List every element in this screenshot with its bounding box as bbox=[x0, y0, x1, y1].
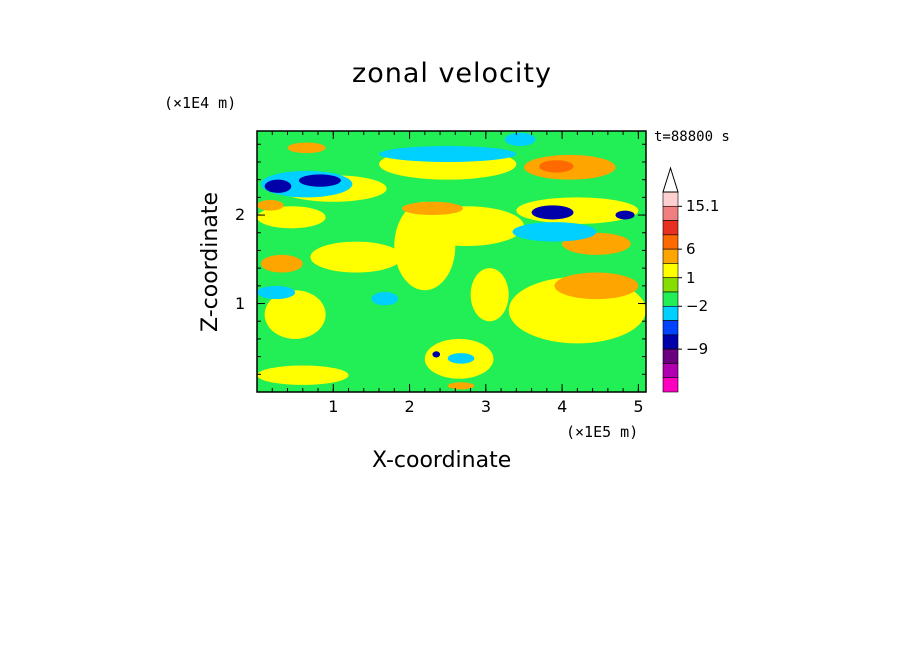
x-tick-label: 1 bbox=[328, 397, 339, 416]
colorbar-swatch bbox=[662, 320, 679, 336]
contour-region bbox=[504, 132, 536, 147]
contour-region bbox=[257, 200, 284, 211]
x-tick-label: 5 bbox=[633, 397, 644, 416]
contour-region bbox=[447, 382, 475, 390]
contour-region bbox=[371, 292, 399, 306]
contour-region bbox=[512, 222, 597, 242]
contour-region bbox=[264, 290, 326, 339]
contour-region bbox=[447, 353, 475, 364]
z-axis-unit: (×1E4 m) bbox=[164, 94, 237, 112]
colorbar-label: 1 bbox=[686, 268, 696, 287]
contour-region bbox=[260, 254, 303, 273]
contour-region bbox=[287, 142, 326, 154]
x-axis-label: X-coordinate bbox=[372, 448, 512, 473]
contour-region bbox=[615, 210, 635, 220]
colorbar-label: −2 bbox=[686, 297, 709, 316]
contour-region bbox=[257, 285, 296, 300]
colorbar-label: 15.1 bbox=[686, 197, 720, 216]
colorbar-swatch bbox=[662, 348, 679, 364]
contour-field bbox=[257, 131, 646, 392]
colorbar-swatch bbox=[662, 205, 679, 221]
colorbar-swatch bbox=[662, 305, 679, 321]
x-tick-label: 4 bbox=[557, 397, 568, 416]
colorbar-swatch bbox=[662, 263, 679, 279]
colorbar-swatch bbox=[662, 291, 679, 307]
contour-region bbox=[401, 201, 463, 216]
y-axis-label: Z-coordinate bbox=[198, 192, 223, 332]
colorbar-swatch bbox=[662, 234, 679, 250]
colorbar-swatch bbox=[662, 248, 679, 264]
contour-region bbox=[531, 205, 574, 220]
colorbar-swatch bbox=[662, 377, 679, 393]
contour-region bbox=[554, 272, 639, 300]
colorbar-swatch bbox=[662, 334, 679, 350]
contour-region bbox=[409, 206, 524, 247]
colorbar-label: 6 bbox=[686, 240, 696, 259]
contour-region bbox=[539, 160, 574, 173]
contour-region bbox=[470, 268, 509, 322]
colorbar-swatch bbox=[662, 277, 679, 293]
contour-region bbox=[257, 365, 349, 385]
colorbar-extend-arrow bbox=[662, 166, 679, 193]
colorbar-swatch bbox=[662, 220, 679, 236]
contour-region bbox=[264, 179, 292, 193]
colorbar-swatch bbox=[662, 191, 679, 207]
contour-region bbox=[432, 351, 441, 358]
x-tick-label: 3 bbox=[480, 397, 491, 416]
y-tick-label: 2 bbox=[235, 205, 246, 225]
plot-frame bbox=[256, 130, 647, 393]
time-label: t=88800 s bbox=[654, 129, 730, 145]
contour-region bbox=[379, 146, 517, 162]
contour-region bbox=[298, 174, 341, 187]
y-tick-label: 1 bbox=[235, 293, 246, 313]
colorbar-label: −9 bbox=[686, 340, 709, 359]
contour-region bbox=[257, 206, 326, 229]
x-axis-unit: (×1E5 m) bbox=[566, 423, 639, 441]
x-tick-label: 2 bbox=[404, 397, 415, 416]
colorbar-swatch bbox=[662, 363, 679, 379]
chart-title: zonal velocity bbox=[352, 58, 552, 89]
contour-region bbox=[310, 241, 402, 273]
